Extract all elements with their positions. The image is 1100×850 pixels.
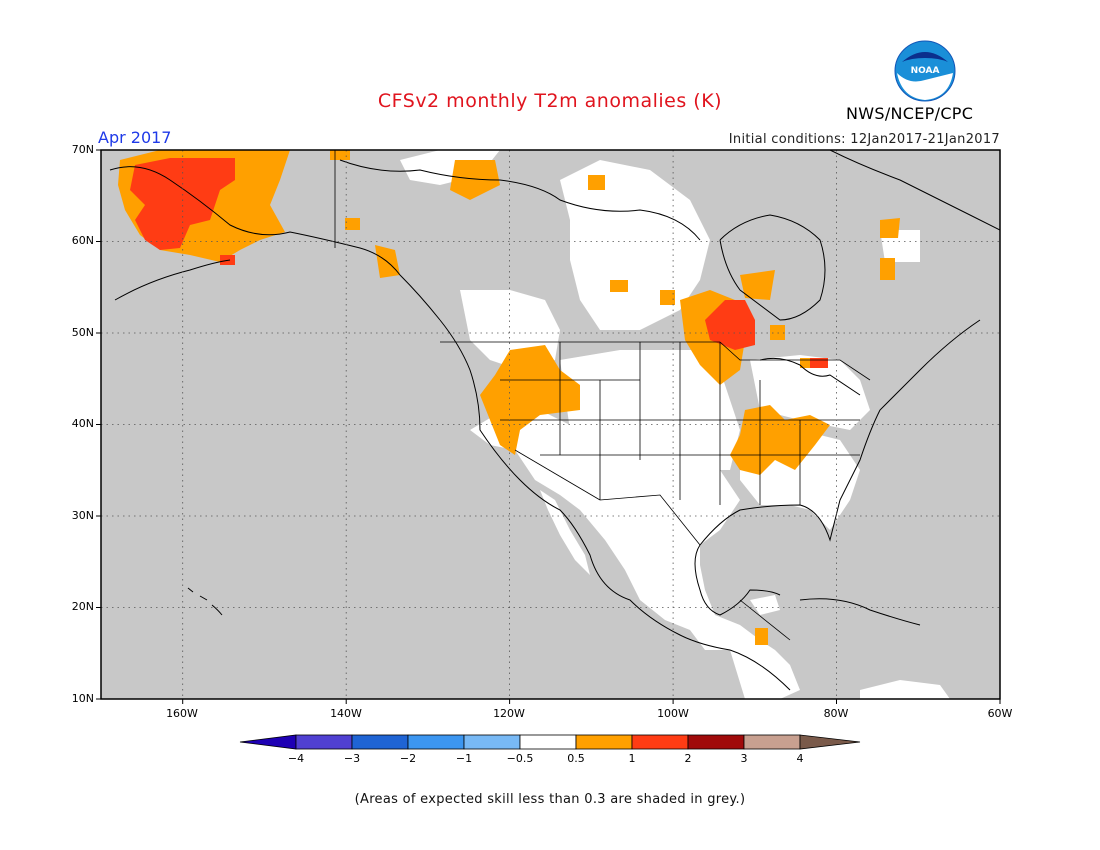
colorbar-label: −0.5 — [506, 752, 534, 765]
anomaly-1-to-2-areas — [130, 158, 828, 368]
coastlines — [109, 150, 1000, 691]
lat-label: 40N — [71, 417, 94, 430]
graticule — [101, 150, 1000, 699]
colorbar-arrow-low — [239, 734, 297, 750]
lat-label: 50N — [71, 326, 94, 339]
political-boundaries — [334, 150, 871, 641]
lat-label: 20N — [71, 600, 94, 613]
noaa-logo: NOAA — [894, 40, 956, 102]
lat-label: 30N — [71, 509, 94, 522]
skill-note: (Areas of expected skill less than 0.3 a… — [354, 792, 746, 807]
lon-label: 100W — [657, 707, 689, 720]
colorbar-swatch — [575, 734, 633, 750]
lat-label: 70N — [71, 143, 94, 156]
colorbar-arrow-high — [799, 734, 861, 750]
colorbar-label: −2 — [399, 752, 417, 765]
colorbar-label: −4 — [287, 752, 305, 765]
noaa-logo-text: NOAA — [911, 66, 940, 76]
chart-title: CFSv2 monthly T2m anomalies (K) — [377, 90, 723, 112]
colorbar-label: 1 — [628, 752, 636, 765]
lon-label: 60W — [987, 707, 1013, 720]
lon-label: 120W — [493, 707, 525, 720]
colorbar-label: −3 — [343, 752, 361, 765]
lon-label: 80W — [823, 707, 849, 720]
colorbar-swatch — [351, 734, 409, 750]
lat-label: 60N — [71, 234, 94, 247]
colorbar-swatch — [743, 734, 801, 750]
colorbar-label: 3 — [740, 752, 748, 765]
ticks — [96, 149, 1001, 704]
lon-label: 140W — [330, 707, 362, 720]
forecast-month: Apr 2017 — [98, 128, 172, 147]
lat-label: 10N — [71, 692, 94, 705]
colorbar-swatch — [407, 734, 465, 750]
colorbar-swatch — [463, 734, 521, 750]
initial-conditions: Initial conditions: 12Jan2017-21Jan2017 — [728, 132, 1000, 147]
colorbar — [239, 734, 861, 750]
colorbar-label: 2 — [684, 752, 692, 765]
colorbar-swatch — [519, 734, 577, 750]
lon-label: 160W — [166, 707, 198, 720]
colorbar-label: 0.5 — [567, 752, 585, 765]
colorbar-swatch — [631, 734, 689, 750]
agency-label: NWS/NCEP/CPC — [846, 104, 974, 123]
colorbar-label: −1 — [455, 752, 473, 765]
colorbar-swatch — [295, 734, 353, 750]
colorbar-label: 4 — [796, 752, 804, 765]
colorbar-swatch — [687, 734, 745, 750]
